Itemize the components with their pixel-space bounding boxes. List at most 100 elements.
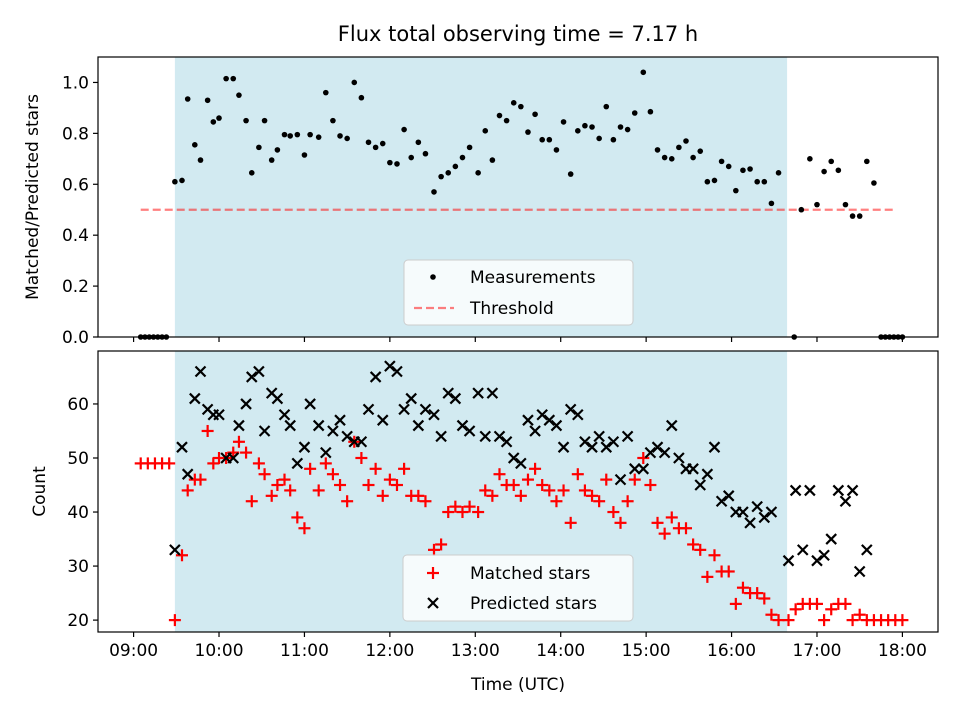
predicted-star-point: [472, 387, 484, 399]
predicted-star-point: [391, 365, 403, 378]
matched-star-point: [637, 451, 650, 464]
predicted-star-point: [493, 430, 506, 443]
measurement-points: [137, 69, 906, 340]
measurement-point: [438, 173, 444, 180]
matched-star-point: [479, 484, 492, 497]
predicted-star-point: [825, 533, 837, 545]
measurement-point: [798, 206, 805, 213]
measurement-point: [394, 161, 400, 167]
measurement-point: [337, 133, 343, 139]
measurement-point: [307, 131, 313, 138]
measurement-point: [379, 140, 386, 147]
measurement-point: [294, 131, 301, 138]
matched-star-point: [651, 516, 664, 529]
predicted-star-point: [600, 441, 613, 453]
measurement-point: [281, 131, 288, 138]
predicted-star-point: [758, 511, 771, 524]
measurement-point: [445, 170, 452, 176]
predicted-star-point: [194, 365, 207, 378]
measurement-point: [475, 170, 481, 176]
matched-star-point: [176, 549, 188, 562]
predicted-star-point: [463, 425, 476, 437]
matched-star-point: [298, 522, 311, 535]
legend-predicted-label: Predicted stars: [470, 594, 597, 614]
measurement-point: [330, 117, 336, 124]
measurement-point: [567, 171, 574, 177]
measurement-point: [654, 147, 661, 153]
matched-star-point: [521, 473, 534, 486]
measurement-point: [589, 124, 595, 130]
predicted-star-point: [529, 425, 541, 437]
predicted-star-point: [271, 392, 284, 405]
measurement-point: [864, 158, 870, 165]
predicted-star-point: [298, 441, 311, 453]
predicted-star-point: [442, 387, 455, 399]
measurement-point: [431, 189, 437, 195]
matched-star-points: [134, 424, 909, 627]
matched-star-point: [593, 495, 606, 508]
predicted-star-points: [169, 360, 873, 578]
matched-star-point: [578, 484, 591, 497]
predicted-star-point: [744, 517, 756, 529]
measurement-point: [243, 117, 249, 124]
matched-star-point: [818, 614, 831, 627]
predicted-star-point: [853, 565, 866, 578]
matched-star-point: [514, 489, 527, 502]
predicted-star-point: [522, 414, 534, 426]
measurement-point: [496, 112, 503, 119]
measurement-point: [408, 154, 415, 161]
matched-star-point: [319, 457, 332, 470]
matched-star-point: [419, 495, 432, 508]
predicted-star-point: [507, 452, 520, 464]
predicted-star-point: [651, 441, 664, 453]
predicted-star-point: [341, 430, 353, 443]
matched-star-point: [326, 468, 339, 481]
measurement-point: [617, 124, 624, 130]
bottom-axes-frame: [97, 350, 939, 633]
bottom-axes: 20 30 40 50 60 09:00 10:00 11:00 12:00 13:00 14:0…: [30, 350, 939, 695]
predicted-star-point: [405, 392, 417, 405]
measurement-point: [344, 135, 350, 142]
matched-star-point: [600, 473, 613, 486]
matched-star-point: [472, 506, 485, 519]
predicted-star-point: [737, 506, 749, 518]
measurement-point: [807, 156, 813, 162]
predicted-star-point: [765, 506, 778, 518]
predicted-star-point: [419, 403, 432, 416]
measurement-point: [814, 201, 820, 208]
matched-star-point: [493, 468, 506, 481]
measurement-point: [274, 147, 281, 153]
predicted-star-point: [586, 441, 598, 453]
measurement-point: [603, 103, 610, 110]
matched-star-point: [284, 484, 297, 497]
measurement-point: [553, 147, 560, 153]
measurement-point: [661, 154, 668, 161]
predicted-star-point: [398, 403, 410, 416]
x-axis-label: Time (UTC): [470, 675, 565, 695]
y-tick-label: 60: [67, 395, 89, 415]
x-tick-label: 12:00: [365, 641, 414, 661]
measurement-point: [725, 163, 732, 170]
predicted-star-point: [846, 484, 859, 497]
matched-star-point: [751, 587, 764, 600]
matched-star-point: [245, 495, 258, 508]
matched-star-point: [607, 506, 620, 519]
measurement-point: [518, 103, 524, 110]
matched-star-point: [181, 484, 194, 497]
predicted-star-point: [536, 408, 548, 421]
bottom-x-ticks: 09:00 10:00 11:00 12:00 13:00 14:00 15:00 16:00…: [109, 632, 927, 661]
measurement-point: [268, 157, 275, 163]
matched-star-point: [428, 543, 440, 556]
measurement-point: [754, 178, 760, 185]
matched-star-point: [383, 473, 396, 486]
top-axes: 0.0 0.2 0.4 0.6 0.8 1.0 Matched/Predicted sta…: [23, 56, 939, 348]
measurement-point: [574, 128, 581, 134]
predicted-star-point: [500, 436, 513, 448]
matched-star-point: [194, 473, 207, 486]
y-tick-label: 0.6: [62, 175, 89, 195]
y-tick-label: 0.8: [62, 124, 89, 144]
measurement-point: [204, 97, 211, 104]
matched-star-point: [853, 608, 866, 621]
matched-star-point: [701, 570, 714, 583]
predicted-star-point: [176, 441, 188, 453]
